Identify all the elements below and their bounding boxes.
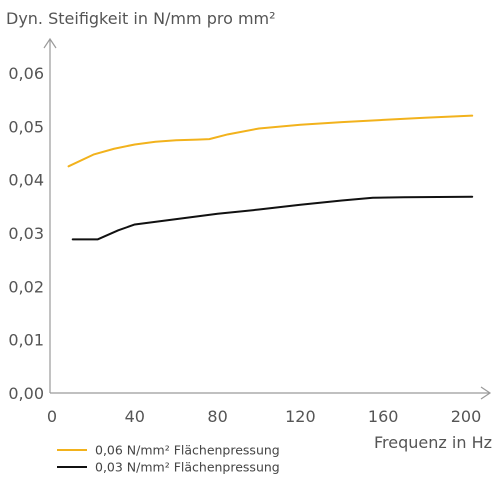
x-tick-label: 200 xyxy=(451,407,482,426)
x-tick-label: 0 xyxy=(47,407,57,426)
y-tick-label: 0,04 xyxy=(8,171,44,190)
legend-label-2: 0,03 N/mm² Flächenpressung xyxy=(95,460,280,475)
x-tick-label: 40 xyxy=(125,407,145,426)
y-axis-label: Dyn. Steifigkeit in N/mm pro mm² xyxy=(6,9,276,28)
legend-label-1: 0,06 N/mm² Flächenpressung xyxy=(95,443,280,458)
series-line-2 xyxy=(71,195,474,241)
x-axis-label: Frequenz in Hz xyxy=(374,433,492,452)
x-tick-label: 120 xyxy=(285,407,316,426)
y-tick-label: 0,06 xyxy=(8,64,44,83)
y-tick-label: 0,05 xyxy=(8,117,44,136)
x-axis-arrow xyxy=(480,386,492,400)
series-lines xyxy=(67,114,474,241)
y-tick-labels: 0,00 0,01 0,02 0,03 0,04 0,05 0,06 xyxy=(8,64,44,403)
y-tick-label: 0,00 xyxy=(8,384,44,403)
series-line-1 xyxy=(67,114,474,168)
y-tick-label: 0,03 xyxy=(8,224,44,243)
y-tick-label: 0,01 xyxy=(8,331,44,350)
axes xyxy=(43,37,492,400)
x-tick-label: 160 xyxy=(368,407,399,426)
x-tick-labels: 0 40 80 120 160 200 xyxy=(47,407,481,426)
x-tick-label: 80 xyxy=(207,407,227,426)
legend: 0,06 N/mm² Flächenpressung 0,03 N/mm² Flä… xyxy=(57,443,280,475)
y-tick-label: 0,02 xyxy=(8,277,44,296)
y-axis-arrow xyxy=(43,37,57,49)
